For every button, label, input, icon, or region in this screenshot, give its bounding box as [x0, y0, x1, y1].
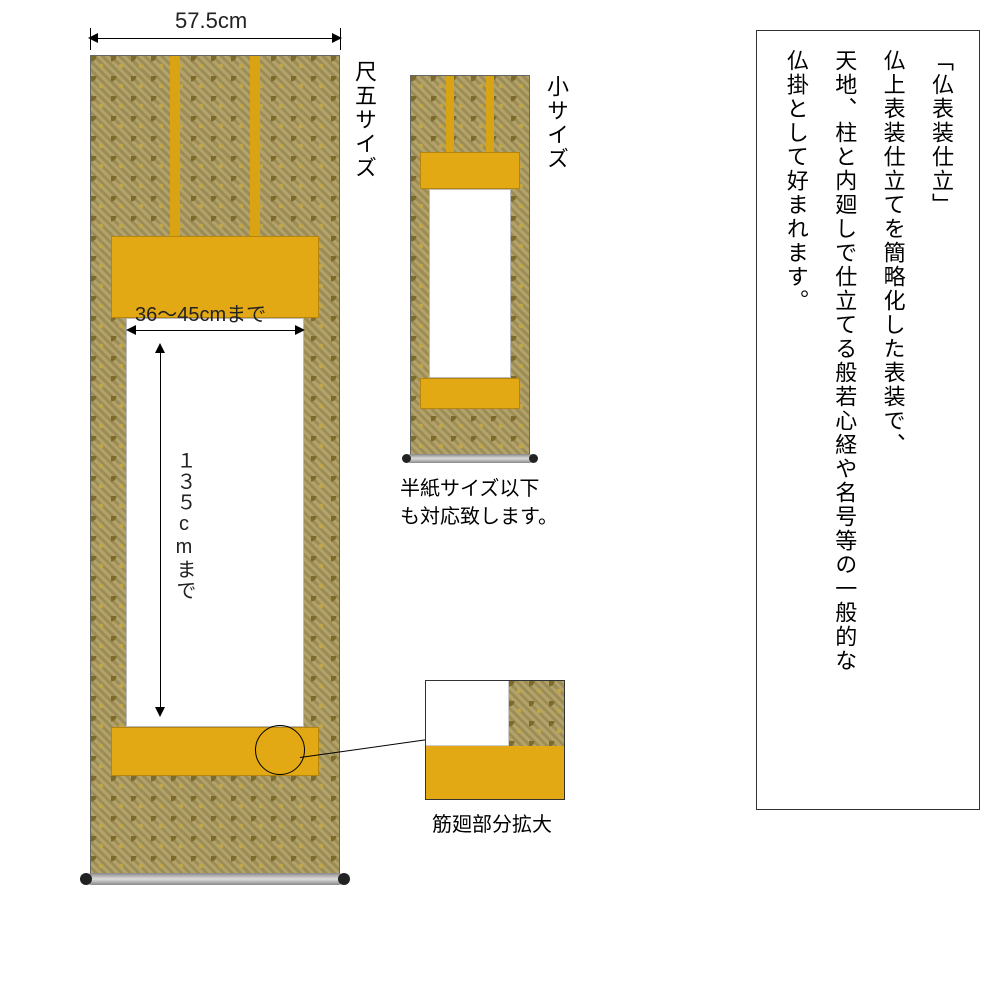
inner-height-line	[160, 345, 161, 715]
note-line: 半紙サイズ以下	[400, 478, 539, 500]
scroll-brocade-body	[410, 75, 530, 455]
detail-paper	[426, 681, 509, 746]
gold-band-top	[420, 152, 519, 190]
arrow-down-icon	[155, 707, 165, 717]
gold-band-bottom	[420, 378, 519, 408]
desc-line: 「仏表装仕立」	[929, 49, 954, 217]
rod-knob	[402, 454, 411, 463]
hanger-strip	[250, 56, 260, 236]
dimension-tick	[90, 28, 91, 50]
desc-line: 仏上表装仕立てを簡略化した表装で、	[881, 49, 906, 457]
desc-line: 天地、柱と内廻しで仕立てる般若心経や名号等の一般的な	[832, 49, 857, 673]
bottom-rod	[86, 873, 344, 885]
small-scroll-diagram	[410, 75, 530, 455]
hanger-strip	[170, 56, 180, 236]
bottom-rod	[406, 454, 534, 463]
hanger-strip	[446, 76, 454, 152]
arrow-right-icon	[295, 325, 305, 335]
dimension-tick	[340, 28, 341, 50]
large-scroll-size-label: 尺五サイズ	[348, 60, 380, 180]
desc-line: 仏掛として好まれます。	[784, 49, 809, 313]
width-dimension-label: 57.5cm	[175, 8, 247, 34]
callout-circle-icon	[255, 725, 305, 775]
description-box: 「仏表装仕立」 仏上表装仕立てを簡略化した表装で、 天地、柱と内廻しで仕立てる般…	[756, 30, 980, 810]
inner-width-label: 36～45cmまで	[135, 298, 266, 327]
paper-area	[429, 189, 512, 378]
detail-enlargement	[425, 680, 565, 800]
inner-width-line	[128, 330, 303, 331]
arrow-left-icon	[126, 325, 136, 335]
note-line: も対応致します。	[400, 506, 558, 528]
inner-height-label: １３５cmまで	[170, 450, 199, 601]
width-dimension-line	[90, 38, 340, 39]
detail-gold	[426, 746, 564, 799]
small-scroll-note: 半紙サイズ以下 も対応致します。	[400, 475, 558, 531]
rod-knob	[80, 873, 92, 885]
hanger-strip	[486, 76, 494, 152]
detail-caption: 筋廻部分拡大	[432, 808, 552, 837]
rod-knob	[529, 454, 538, 463]
arrow-up-icon	[155, 343, 165, 353]
paper-area	[126, 318, 305, 727]
small-scroll-size-label: 小サイズ	[540, 75, 572, 171]
rod-knob	[338, 873, 350, 885]
